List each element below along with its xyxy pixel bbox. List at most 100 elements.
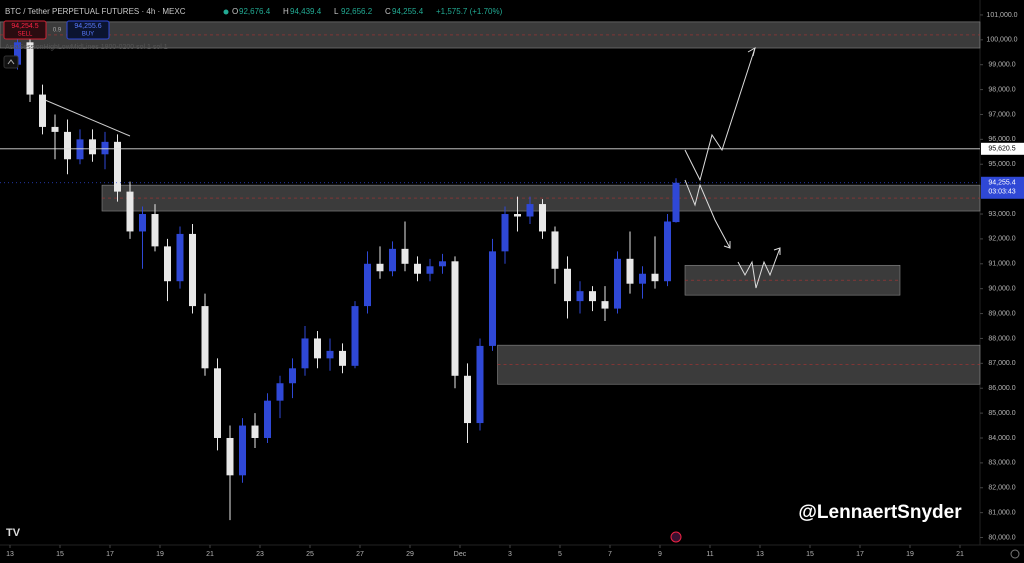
indicator: AsiaSessionHighLowMidLines 1800-0200 sol… (5, 44, 168, 51)
watermark: @LennaertSnyder (798, 502, 962, 523)
y-tick-label: 82,000.0 (988, 485, 1015, 492)
candle-body (351, 306, 359, 366)
x-tick-label: 17 (106, 551, 114, 558)
candle-body (439, 261, 446, 267)
zones (0, 21, 981, 385)
ohlc-key: C (385, 7, 391, 16)
x-tick-label: 29 (406, 551, 414, 558)
candle-body (551, 231, 559, 269)
candle-body (464, 375, 471, 424)
x-tick-label: 11 (706, 551, 713, 558)
candle-body (614, 258, 621, 309)
y-tick-label: 83,000.0 (988, 460, 1015, 467)
x-tick-label: 9 (658, 551, 662, 558)
candle-body (376, 263, 384, 272)
candle-body (64, 131, 71, 160)
ohlc-key: O (232, 7, 238, 16)
x-tick-label: 25 (306, 551, 314, 558)
collapse-icon (7, 59, 15, 65)
y-tick-label: 98,000.0 (988, 86, 1015, 93)
y-tick-label: 81,000.0 (988, 509, 1015, 516)
x-tick-label: 13 (6, 551, 14, 558)
level-label-box (981, 142, 1024, 155)
candle-body (89, 139, 96, 155)
candle-body (539, 204, 546, 232)
candle-body (126, 191, 134, 232)
candle-body (476, 345, 484, 424)
x-tick-label: 7 (608, 551, 612, 558)
candle-body (489, 251, 496, 346)
event-icon[interactable] (670, 531, 682, 543)
candle-body (51, 126, 59, 132)
candle-body (401, 248, 409, 264)
x-tick-label: 15 (806, 551, 814, 558)
ohlc-key: H (283, 7, 289, 16)
candle-body (426, 266, 434, 274)
ohlc-value: 92,656.2 (341, 7, 373, 16)
change: +1,575.7 (+1.70%) (436, 7, 503, 16)
candle-body (514, 214, 521, 217)
y-tick-label: 88,000.0 (988, 335, 1015, 342)
level-label: 95,620.5 (988, 146, 1015, 153)
candle-body (564, 268, 571, 302)
countdown: 03:03:43 (988, 189, 1015, 196)
y-tick-label: 93,000.0 (988, 211, 1015, 218)
y-tick-label: 90,000.0 (988, 286, 1015, 293)
candle-body (164, 246, 171, 282)
projection-arrows (684, 46, 781, 289)
candle-body (276, 383, 284, 401)
buy-button[interactable] (66, 20, 110, 40)
y-tick-label: 84,000.0 (988, 435, 1015, 442)
candles (14, 29, 680, 521)
zone (684, 264, 901, 296)
y-tick-label: 87,000.0 (988, 360, 1015, 367)
candle-body (251, 425, 259, 438)
x-tick-label: 15 (56, 551, 64, 558)
candle-body (201, 306, 209, 369)
candle-body (264, 400, 271, 438)
candle-body (651, 273, 659, 282)
candle-body (139, 214, 146, 232)
spread: 0.9 (53, 28, 62, 34)
candle-body (189, 233, 196, 307)
x-tick-label: 19 (156, 551, 164, 558)
candle-body (414, 263, 421, 274)
candle-body (589, 291, 596, 302)
sell-price: 94,254.5 (11, 23, 38, 30)
y-tick-label: 100,000.0 (986, 37, 1017, 44)
y-tick-label: 89,000.0 (988, 310, 1015, 317)
buy-price: 94,255.6 (74, 23, 101, 30)
y-tick-label: 92,000.0 (988, 236, 1015, 243)
candle-body (39, 94, 46, 127)
symbol: BTC / Tether PERPETUAL FUTURES · 4h · ME… (5, 7, 186, 16)
candle-body (314, 338, 321, 359)
y-tick-label: 95,000.0 (988, 161, 1015, 168)
ohlc-value: 94,255.4 (392, 7, 424, 16)
candle-body (101, 141, 109, 155)
candle-body (601, 301, 609, 309)
ohlc-value: 94,439.4 (290, 7, 322, 16)
candle-body (389, 248, 396, 272)
candle-body (214, 368, 221, 438)
x-tick-label: 13 (756, 551, 764, 558)
candle-body (114, 141, 121, 192)
x-tick-label: Dec (454, 551, 467, 558)
candle-body (289, 368, 296, 384)
settings-icon[interactable] (1010, 549, 1020, 559)
candle-body (526, 204, 534, 217)
collapse-button[interactable] (3, 55, 19, 69)
x-tick-label: 17 (856, 551, 864, 558)
candle-body (626, 258, 634, 284)
candle-body (576, 291, 584, 302)
y-tick-label: 86,000.0 (988, 385, 1015, 392)
buy-label: BUY (82, 32, 94, 38)
y-tick-label: 97,000.0 (988, 111, 1015, 118)
sell-button[interactable] (3, 20, 47, 40)
candle-body (364, 263, 371, 307)
y-tick-label: 96,000.0 (988, 136, 1015, 143)
last-price-box (981, 176, 1024, 199)
y-tick-label: 85,000.0 (988, 410, 1015, 417)
candle-body (76, 139, 84, 160)
